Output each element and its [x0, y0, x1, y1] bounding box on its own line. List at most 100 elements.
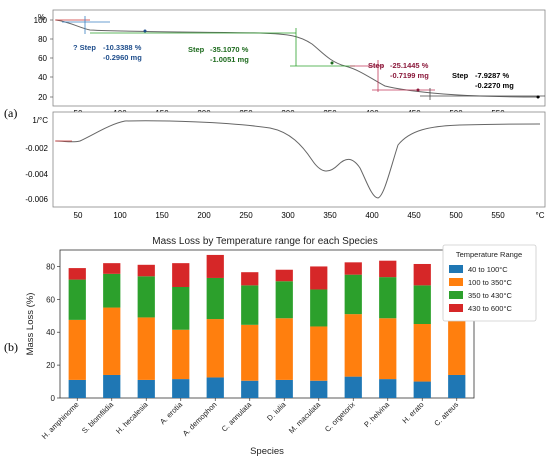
tga-y-ticks: 100 80 60 40 20 — [34, 16, 53, 102]
x-tick-label: D. iulia — [265, 399, 288, 422]
bar-segment-4-6 — [241, 272, 259, 286]
tga-plot-frame — [52, 9, 546, 107]
svg-text:-10.3388 %: -10.3388 % — [103, 43, 142, 52]
step-annotation-2: Step -35.1070 % -1.0051 mg — [188, 45, 249, 64]
dtg-y-tick-label: -0.006 — [25, 195, 48, 204]
bar-segment-2-2 — [103, 307, 121, 375]
legend-label: 430 to 600°C — [468, 304, 512, 313]
tga-y-tick-label: 80 — [38, 35, 47, 44]
dtg-y-tick-label: -0.004 — [25, 170, 48, 179]
bar-segment-2-12 — [448, 312, 466, 375]
y-tick-label: 80 — [46, 262, 55, 271]
legend-swatch — [449, 304, 463, 312]
chart-plot-area — [59, 249, 475, 399]
bar-segment-2-9 — [344, 314, 362, 377]
dtg-x-tick-label: 550 — [491, 211, 505, 220]
step-markers — [55, 16, 545, 100]
bar-segment-1-1 — [68, 379, 86, 398]
x-tick-label: C. orgetorix — [323, 400, 357, 434]
legend-swatch — [449, 291, 463, 299]
step-annotation-4: Step -7.9287 % -0.2270 mg — [452, 71, 514, 90]
bar-segment-2-6 — [241, 324, 259, 381]
bar-segment-4-10 — [379, 260, 397, 278]
x-tick-label: H. amphinome — [40, 400, 81, 441]
dtg-x-tick-label: 250 — [239, 211, 253, 220]
bar-segment-4-1 — [68, 268, 86, 280]
bar-segment-2-8 — [310, 326, 328, 381]
tga-y-tick-label: 20 — [38, 93, 47, 102]
bar-segment-4-2 — [103, 263, 121, 274]
x-tick-label: H. hecalesia — [114, 399, 150, 435]
chart-title: Mass Loss by Temperature range for each … — [152, 236, 378, 247]
dtg-x-tick-label: 150 — [155, 211, 169, 220]
bar-segment-4-3 — [137, 264, 155, 277]
legend-label: 100 to 350°C — [468, 278, 512, 287]
step-annotation-1: ? Step -10.3388 % -0.2960 mg — [73, 43, 142, 62]
bar-segment-2-11 — [413, 324, 431, 382]
bar-segment-4-5 — [206, 254, 224, 278]
x-tick-label: A. erotia — [158, 399, 185, 426]
x-tick-label: H. erato — [400, 400, 425, 425]
chart-ylabel: Mass Loss (%) — [25, 293, 36, 356]
bar-segment-1-10 — [379, 379, 397, 398]
legend-label: 350 to 430°C — [468, 291, 512, 300]
svg-text:Step: Step — [188, 45, 205, 54]
bar-segment-3-5 — [206, 277, 224, 320]
bar-segment-2-10 — [379, 318, 397, 380]
x-tick-label: A. demophon — [181, 400, 219, 438]
panel-b-label: (b) — [4, 340, 18, 354]
dtg-x-tick-label: 400 — [365, 211, 379, 220]
bar-segment-1-5 — [206, 377, 224, 398]
panel-a-label: (a) — [4, 106, 18, 120]
svg-text:-35.1070 %: -35.1070 % — [210, 45, 249, 54]
y-tick-label: 0 — [51, 394, 56, 403]
bar-segment-1-4 — [172, 379, 190, 398]
dtg-y-ticks: -0.002 -0.004 -0.006 — [25, 144, 48, 204]
tga-y-tick-label: 60 — [38, 54, 47, 63]
bar-segment-3-4 — [172, 287, 190, 330]
svg-text:-1.0051 mg: -1.0051 mg — [210, 55, 249, 64]
dtg-x-tick-label: 450 — [407, 211, 421, 220]
tga-y-tick-label: 40 — [38, 73, 47, 82]
bar-segment-3-7 — [275, 281, 293, 319]
chart-legend: Temperature Range 40 to 100°C 100 to 350°… — [442, 244, 537, 322]
bar-segment-2-7 — [275, 318, 293, 380]
svg-text:-0.2960 mg: -0.2960 mg — [103, 53, 142, 62]
step-annotation-3: Step -25.1445 % -0.7199 mg — [368, 61, 429, 80]
bar-segment-4-8 — [310, 266, 328, 290]
tga-curve — [55, 19, 541, 98]
bar-segment-2-5 — [206, 319, 224, 378]
bar-segment-4-7 — [275, 269, 293, 282]
dtg-x-ticks: 50 100 150 200 250 300 350 400 450 500 550 — [74, 211, 506, 220]
dtg-x-tick-label: 350 — [323, 211, 337, 220]
bar-segment-1-2 — [103, 374, 121, 398]
dtg-x-tick-label: 200 — [197, 211, 211, 220]
bar-segment-3-9 — [344, 274, 362, 315]
x-tick-label: M. maculata — [287, 399, 323, 435]
x-tick-label: C. atreus — [432, 400, 460, 428]
svg-text:-7.9287 %: -7.9287 % — [475, 71, 510, 80]
tga-y-tick-label: 100 — [34, 16, 48, 25]
x-tick-label: P. helvina — [362, 399, 392, 429]
svg-text:-25.1445 %: -25.1445 % — [390, 61, 429, 70]
bar-segment-4-4 — [172, 263, 190, 287]
x-tick-label: C. annulata — [220, 399, 254, 433]
svg-text:-0.7199 mg: -0.7199 mg — [390, 71, 429, 80]
y-tick-label: 20 — [46, 361, 55, 370]
y-tick-label: 60 — [46, 295, 55, 304]
panel-a-thermogram: % 100 80 60 40 20 50 100 150 200 250 300 350 400 450… — [25, 9, 546, 220]
bar-segment-2-3 — [137, 317, 155, 380]
dtg-plot-frame — [52, 111, 546, 208]
legend-title: Temperature Range — [456, 250, 522, 259]
chart-xlabel: Species — [250, 446, 284, 457]
bar-segment-3-1 — [68, 279, 86, 320]
tga-y-unit: % — [38, 13, 45, 22]
bar-segment-4-11 — [413, 263, 431, 286]
dtg-y-tick-label: -0.002 — [25, 144, 48, 153]
legend-label: 40 to 100°C — [468, 265, 508, 274]
bar-segment-3-8 — [310, 289, 328, 327]
svg-text:-0.2270 mg: -0.2270 mg — [475, 81, 514, 90]
bar-segment-3-6 — [241, 285, 259, 325]
bar-segment-1-8 — [310, 380, 328, 398]
bar-segment-1-7 — [275, 379, 293, 398]
